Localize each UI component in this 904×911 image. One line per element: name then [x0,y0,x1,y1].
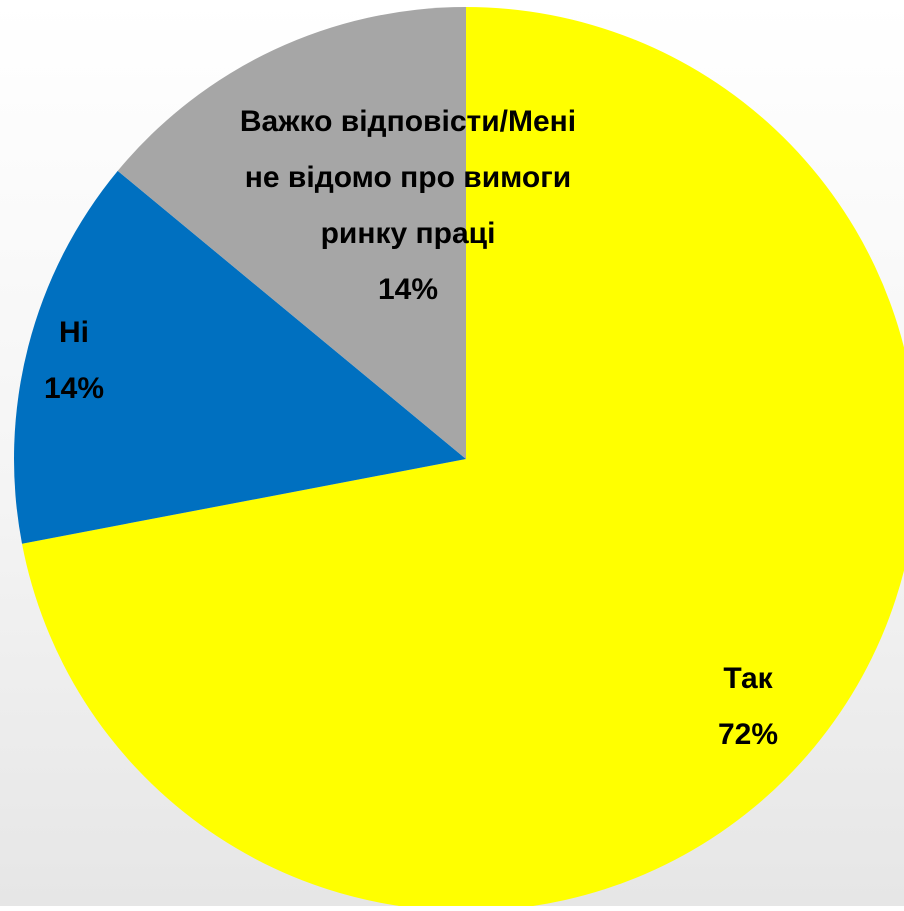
slice-no-label-line: 14% [44,372,104,405]
slice-hard-to-say-label-line: ринку праці [321,217,496,250]
slice-hard-to-say-label-line: не відомо про вимоги [245,161,571,194]
slices-layer [14,7,904,906]
slice-hard-to-say-label-line: 14% [378,273,438,306]
slice-yes-label-line: 72% [718,718,778,751]
slice-no-label-line: Ні [59,316,89,349]
slice-yes-label-line: Так [723,662,773,695]
slice-hard-to-say-label-line: Важко відповісти/Мені [240,105,576,138]
